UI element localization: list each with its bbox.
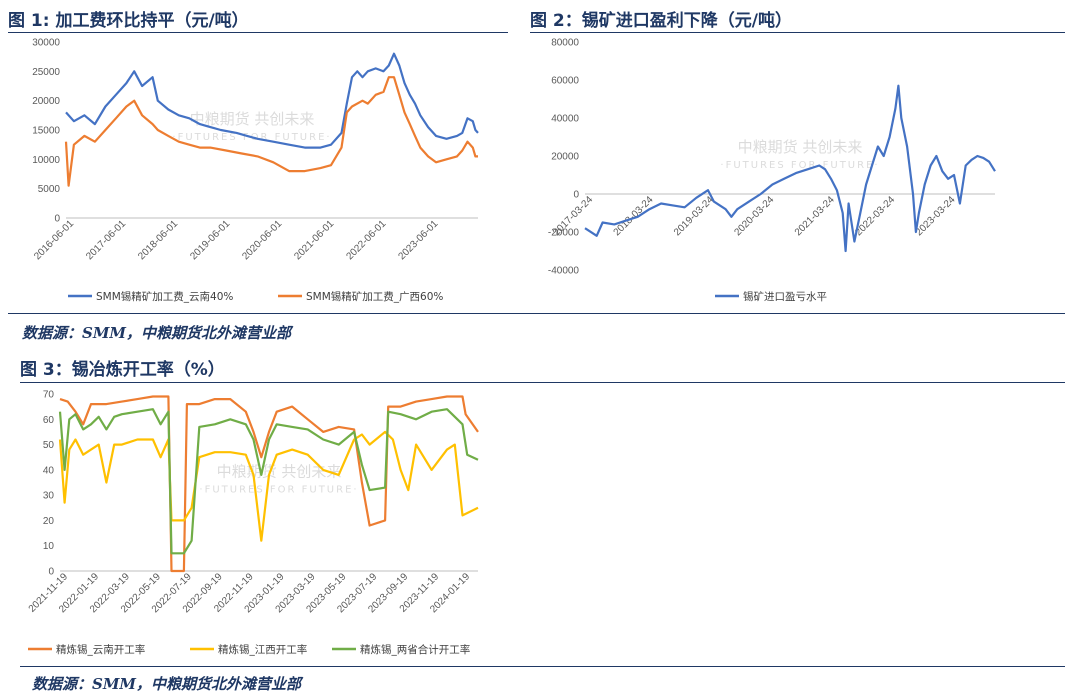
chart-smelting-rate: 0102030405060702021-11-192022-01-192022-… <box>27 390 479 656</box>
figure-1-title: 图 1: 加工费环比持平（元/吨） <box>8 11 249 31</box>
divider-2 <box>20 666 1065 667</box>
y-tick-label: 20 <box>43 516 55 527</box>
y-tick-label: 50 <box>43 440 55 451</box>
legend-label-0: 精炼锡_云南开工率 <box>56 643 145 656</box>
figure-3-rule <box>20 382 1065 383</box>
y-tick-label: 20000 <box>551 152 579 163</box>
y-tick-label: 0 <box>48 567 54 578</box>
y-tick-label: 70 <box>43 390 55 401</box>
series-line-0 <box>584 84 996 253</box>
x-tick-label: 2023-06-01 <box>396 218 440 262</box>
y-tick-label: 0 <box>573 190 579 201</box>
y-tick-label: 30 <box>43 491 55 502</box>
y-tick-label: -20000 <box>548 228 580 239</box>
series-line-1 <box>58 430 479 542</box>
x-tick-label: 2020-03-24 <box>732 194 776 238</box>
figure-1-rule <box>8 32 508 33</box>
y-tick-label: 10 <box>43 541 55 552</box>
y-tick-label: 30000 <box>32 38 60 49</box>
x-tick-label: 2017-06-01 <box>84 218 128 262</box>
y-tick-label: 25000 <box>32 67 60 78</box>
series-line-0 <box>59 395 479 573</box>
figure-3-title: 图 3：锡冶炼开工率（%） <box>20 360 225 380</box>
x-tick-label: 2021-03-24 <box>793 194 837 238</box>
x-tick-label: 2018-06-01 <box>136 218 180 262</box>
y-tick-label: 40000 <box>551 114 579 125</box>
source-1: 数据源：SMM，中粮期货北外滩营业部 <box>22 324 292 342</box>
legend-label-2: 精炼锡_两省合计开工率 <box>360 643 470 656</box>
legend-label-1: 精炼锡_江西开工率 <box>218 643 307 656</box>
x-tick-label: 2020-06-01 <box>240 218 284 262</box>
source-2: 数据源：SMM，中粮期货北外滩营业部 <box>32 675 302 693</box>
chart-import-profit: -40000-200000200004000060000800002017-03… <box>548 38 996 303</box>
y-tick-label: 10000 <box>32 155 60 166</box>
figure-2-title: 图 2：锡矿进口盈利下降（元/吨） <box>530 11 792 31</box>
legend-label-0: SMM锡精矿加工费_云南40% <box>96 290 233 303</box>
y-tick-label: 15000 <box>32 126 60 137</box>
x-tick-label: 2018-03-24 <box>612 194 656 238</box>
y-tick-label: 5000 <box>38 184 61 195</box>
x-tick-label: 2019-06-01 <box>188 218 232 262</box>
y-tick-label: 80000 <box>551 38 579 49</box>
watermark-cn: 中粮期货 共创未来 <box>217 463 342 481</box>
series-line-2 <box>58 408 479 555</box>
legend-label-1: SMM锡精矿加工费_广西60% <box>306 290 443 303</box>
watermark-cn: 中粮期货 共创未来 <box>190 110 315 128</box>
watermark-en: ·FUTURES FOR FUTURE· <box>199 485 358 496</box>
chart-processing-fee: 0 5000 10000 15000 20000 25000 30000 2016-06-01… <box>32 38 479 303</box>
y-tick-label: 60000 <box>551 76 579 87</box>
legend-label-0: 锡矿进口盈亏水平 <box>743 290 827 303</box>
y-tick-label: 40 <box>43 465 55 476</box>
series-line-0 <box>65 52 479 149</box>
divider-1 <box>8 313 1065 314</box>
watermark-en: ·FUTURES FOR FUTURE· <box>720 160 879 171</box>
series-line-1 <box>64 76 478 187</box>
watermark-cn: 中粮期货 共创未来 <box>738 138 863 156</box>
y-tick-label: 0 <box>54 214 60 225</box>
x-tick-label: 2021-06-01 <box>292 218 336 262</box>
figure-2-rule <box>530 32 1065 33</box>
x-tick-label: 2022-06-01 <box>344 218 388 262</box>
y-tick-label: 20000 <box>32 96 60 107</box>
y-tick-label: 60 <box>43 415 55 426</box>
y-tick-label: -40000 <box>548 266 580 277</box>
x-tick-label: 2016-06-01 <box>32 218 76 262</box>
